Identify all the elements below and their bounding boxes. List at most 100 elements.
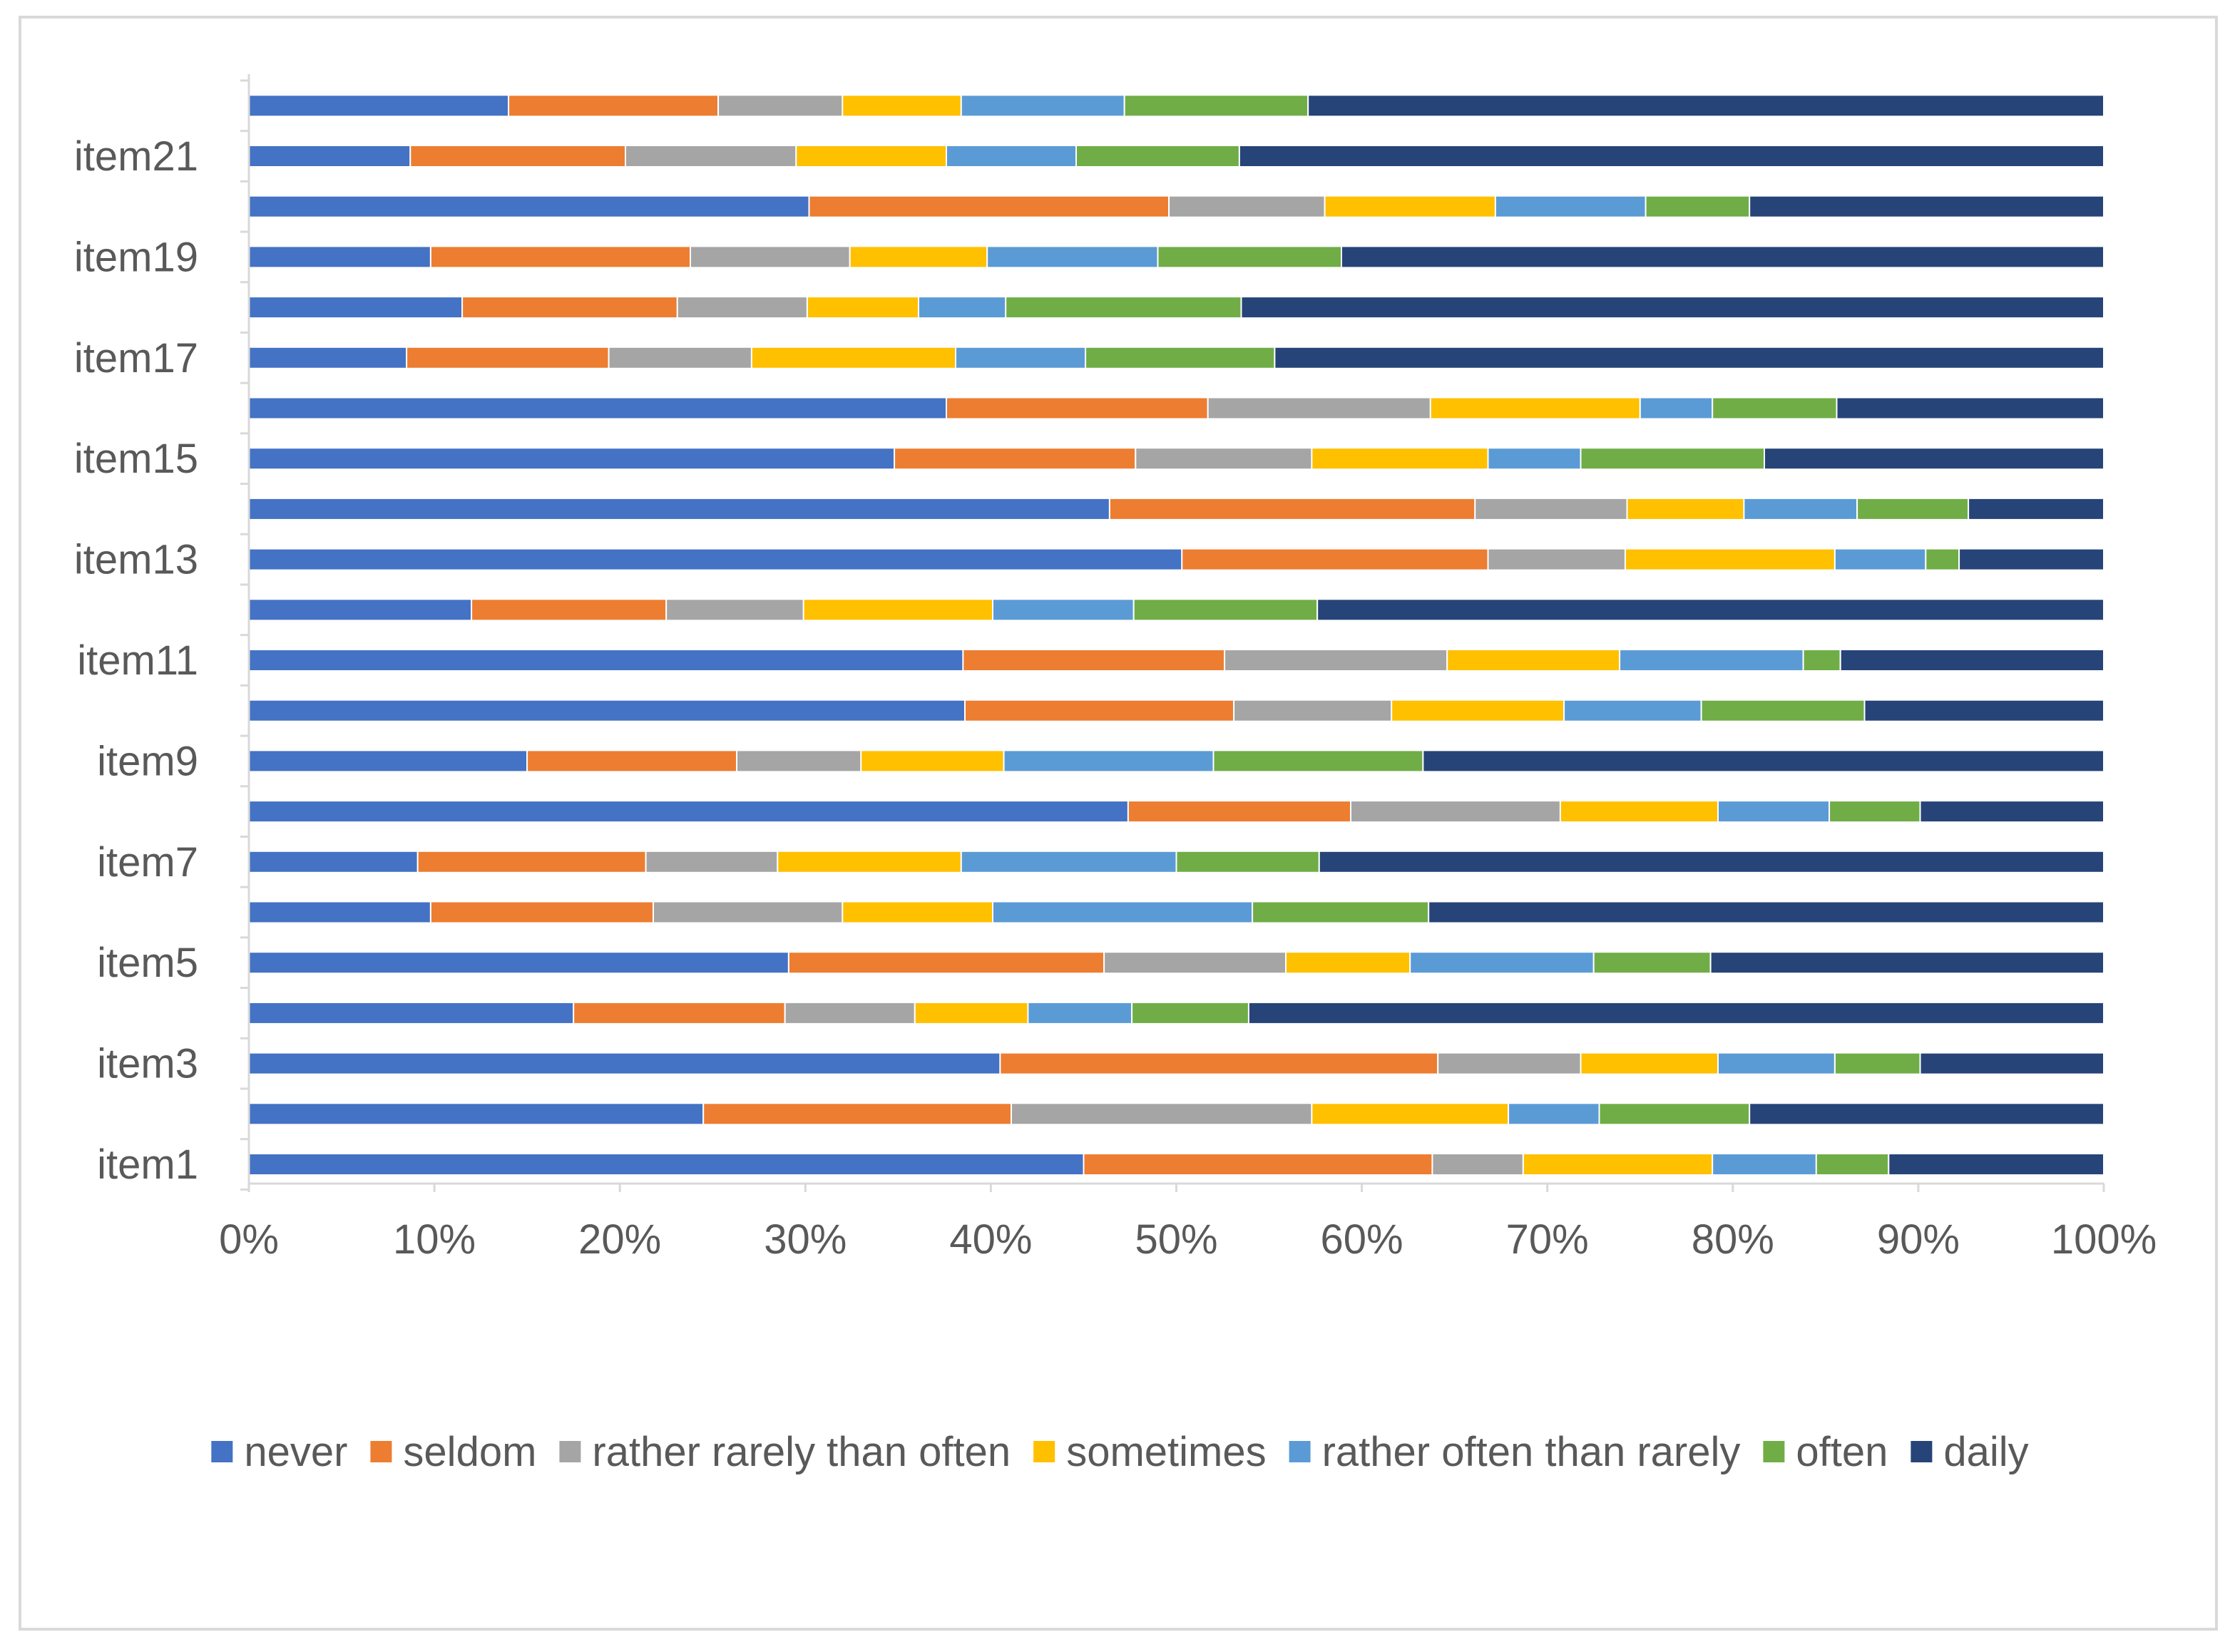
bar-segment-item21-seldom <box>409 145 626 168</box>
bar-segment-item2-rather-often-than-rarely <box>1508 1102 1600 1126</box>
bar-segment-item9-rather-rarely-than-often <box>736 749 862 773</box>
bar-segment-item3-daily <box>1919 1052 2105 1075</box>
bar-segment-item20-daily <box>1749 195 2105 218</box>
bar-segment-item15-daily <box>1764 447 2105 471</box>
bar-segment-item16-sometimes <box>1429 396 1641 420</box>
bar-segment-item19-sometimes <box>849 245 988 269</box>
bar-segment-item13-seldom <box>1181 548 1489 571</box>
legend-swatch-seldom <box>370 1441 392 1462</box>
bar-segment-item5-sometimes <box>1285 951 1411 975</box>
bar-segment-item10-often <box>1700 699 1866 722</box>
bar-segment-item20-never <box>248 195 810 218</box>
bar-segment-item19-never <box>248 245 431 269</box>
bar-segment-item8-sometimes <box>1559 800 1719 824</box>
y-tick-label-item17: item17 <box>74 335 198 381</box>
y-tick-label-item19: item19 <box>74 234 198 280</box>
legend: never seldom rather rarely than often somet… <box>211 1429 2029 1475</box>
bar-segment-item15-never <box>248 447 896 471</box>
bar-segment-item16-never <box>248 396 947 420</box>
legend-label-daily: daily <box>1943 1429 2028 1475</box>
bar-segment-item10-daily <box>1863 699 2105 722</box>
bar-segment-item1-often <box>1815 1153 1890 1176</box>
bar-segment-item1-daily <box>1888 1153 2105 1176</box>
bar-segment-item17-sometimes <box>750 346 957 369</box>
bar-segment-item17-rather-often-than-rarely <box>955 346 1087 369</box>
bar-segment-item4-rather-often-than-rarely <box>1027 1001 1133 1025</box>
x-axis-labels: 0% 10% 20% 30% 40% 50% 60% 70% 80% 90% 100% <box>219 1216 2157 1263</box>
bar-segment-item16-rather-often-than-rarely <box>1639 396 1714 420</box>
bar-segment-item14-often <box>1856 497 1970 520</box>
bar-segment-item22-seldom <box>508 94 719 118</box>
y-tick-label-item5: item5 <box>97 940 198 986</box>
bar-segment-item12-often <box>1132 598 1319 622</box>
bar-segment-item12-seldom <box>471 598 668 622</box>
bar-segment-item17-often <box>1085 346 1276 369</box>
bar-segment-item13-sometimes <box>1624 548 1836 571</box>
bar-segment-item13-rather-often-than-rarely <box>1834 548 1927 571</box>
bar-segment-item12-never <box>248 598 473 622</box>
y-axis-labels: item1 item3 item5 item7 item9 item11 item13 ite… <box>74 133 198 1188</box>
bars-layer <box>248 94 2105 1176</box>
bar-segment-item5-rather-often-than-rarely <box>1409 951 1595 975</box>
bar-segment-item16-daily <box>1836 396 2105 420</box>
legend-label-rather-rarely-than-often: rather rarely than often <box>592 1429 1011 1475</box>
bar-segment-item6-rather-rarely-than-often <box>653 901 844 924</box>
bar-segment-item9-sometimes <box>860 749 1005 773</box>
bar-segment-item7-often <box>1175 850 1320 873</box>
bar-segment-item6-rather-often-than-rarely <box>992 901 1254 924</box>
bar-segment-item1-seldom <box>1083 1153 1433 1176</box>
bar-segment-item7-daily <box>1318 850 2105 873</box>
bar-segment-item21-often <box>1075 145 1240 168</box>
bar-segment-item4-daily <box>1247 1001 2105 1025</box>
bar-segment-item18-seldom <box>461 296 678 319</box>
bar-segment-item9-never <box>248 749 528 773</box>
bar-segment-item6-daily <box>1428 901 2105 924</box>
bar-segment-item5-rather-rarely-than-often <box>1103 951 1287 975</box>
y-tick-label-item15: item15 <box>74 436 198 482</box>
bar-segment-item9-rather-often-than-rarely <box>1003 749 1214 773</box>
bar-segment-item2-rather-rarely-than-often <box>1011 1102 1313 1126</box>
bar-segment-item7-never <box>248 850 419 873</box>
legend-swatch-daily <box>1911 1441 1933 1462</box>
legend-swatch-rather-often-than-rarely <box>1289 1441 1311 1462</box>
x-tick-label: 30% <box>764 1216 847 1263</box>
bar-segment-item15-rather-rarely-than-often <box>1135 447 1313 471</box>
bar-segment-item17-daily <box>1274 346 2105 369</box>
bar-segment-item8-often <box>1829 800 1921 824</box>
bar-segment-item10-never <box>248 699 966 722</box>
bar-segment-item4-seldom <box>573 1001 786 1025</box>
bar-segment-item11-rather-rarely-than-often <box>1224 649 1448 672</box>
bar-segment-item11-sometimes <box>1446 649 1621 672</box>
bar-segment-item19-seldom <box>429 245 692 269</box>
bar-segment-item4-sometimes <box>914 1001 1029 1025</box>
bar-segment-item13-daily <box>1958 548 2105 571</box>
bar-segment-item4-often <box>1131 1001 1249 1025</box>
bar-segment-item14-rather-often-than-rarely <box>1743 497 1858 520</box>
bar-segment-item21-rather-often-than-rarely <box>946 145 1078 168</box>
bar-segment-item2-never <box>248 1102 705 1126</box>
x-tick-label: 100% <box>2051 1216 2157 1263</box>
bar-segment-item6-sometimes <box>842 901 994 924</box>
x-tick-label: 20% <box>578 1216 661 1263</box>
bar-segment-item14-rather-rarely-than-often <box>1474 497 1628 520</box>
bar-segment-item12-rather-often-than-rarely <box>992 598 1135 622</box>
bar-segment-item9-daily <box>1422 749 2105 773</box>
bar-segment-item3-sometimes <box>1580 1052 1719 1075</box>
x-tick-label: 40% <box>949 1216 1032 1263</box>
bar-segment-item2-often <box>1598 1102 1751 1126</box>
x-tick-label: 60% <box>1321 1216 1403 1263</box>
bar-segment-item15-often <box>1580 447 1765 471</box>
legend-swatch-rather-rarely-than-often <box>559 1441 581 1462</box>
bar-segment-item5-daily <box>1709 951 2105 975</box>
bar-segment-item18-never <box>248 296 464 319</box>
bar-segment-item17-rather-rarely-than-often <box>608 346 752 369</box>
y-tick-label-item11: item11 <box>77 637 198 684</box>
bar-segment-item14-seldom <box>1108 497 1476 520</box>
bar-segment-item1-rather-often-than-rarely <box>1712 1153 1817 1176</box>
bar-segment-item6-often <box>1252 901 1430 924</box>
bar-segment-item3-rather-often-than-rarely <box>1717 1052 1836 1075</box>
bar-segment-item6-never <box>248 901 431 924</box>
bar-segment-item8-never <box>248 800 1129 824</box>
x-tick-label: 80% <box>1692 1216 1774 1263</box>
